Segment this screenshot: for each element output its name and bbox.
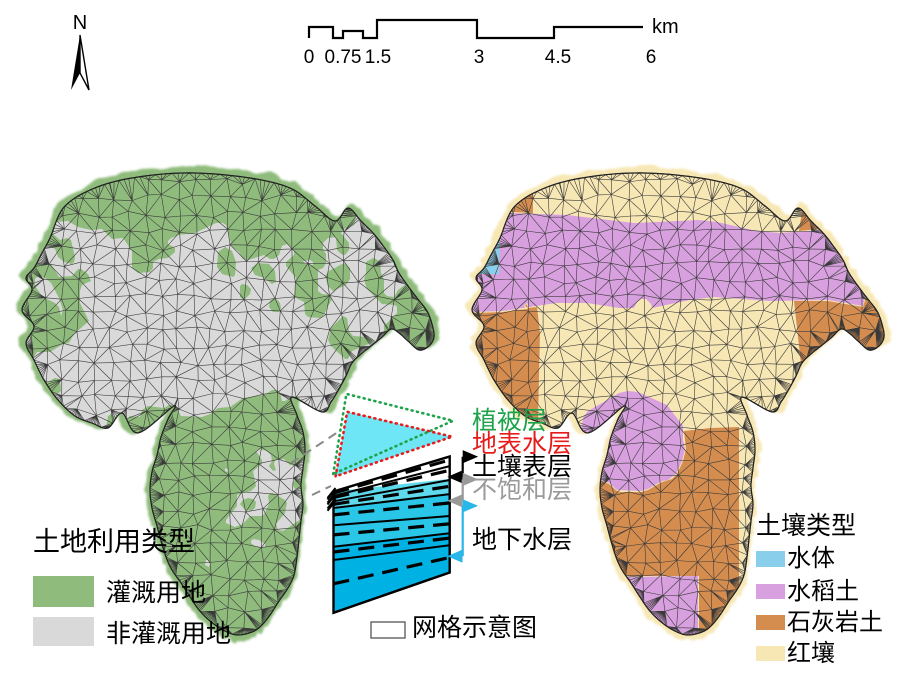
svg-text:不饱和层: 不饱和层 (472, 476, 572, 504)
svg-text:0: 0 (304, 47, 315, 68)
svg-text:0.75: 0.75 (325, 47, 362, 68)
svg-text:非灌溉用地: 非灌溉用地 (106, 620, 231, 648)
svg-text:石灰岩土: 石灰岩土 (787, 609, 883, 636)
svg-text:km: km (652, 16, 679, 38)
svg-text:土地利用类型: 土地利用类型 (33, 527, 195, 557)
svg-text:4.5: 4.5 (545, 47, 571, 68)
svg-text:土壤类型: 土壤类型 (756, 512, 856, 540)
svg-text:1.5: 1.5 (365, 47, 391, 68)
svg-text:网格示意图: 网格示意图 (412, 614, 537, 642)
svg-text:6: 6 (646, 47, 657, 68)
svg-text:地下水层: 地下水层 (472, 526, 572, 554)
svg-text:3: 3 (474, 47, 485, 68)
svg-text:水稻土: 水稻土 (787, 578, 859, 605)
svg-text:红壤: 红壤 (787, 640, 835, 667)
svg-text:水体: 水体 (787, 545, 835, 572)
svg-text:灌溉用地: 灌溉用地 (106, 579, 206, 607)
svg-text:N: N (73, 12, 87, 34)
